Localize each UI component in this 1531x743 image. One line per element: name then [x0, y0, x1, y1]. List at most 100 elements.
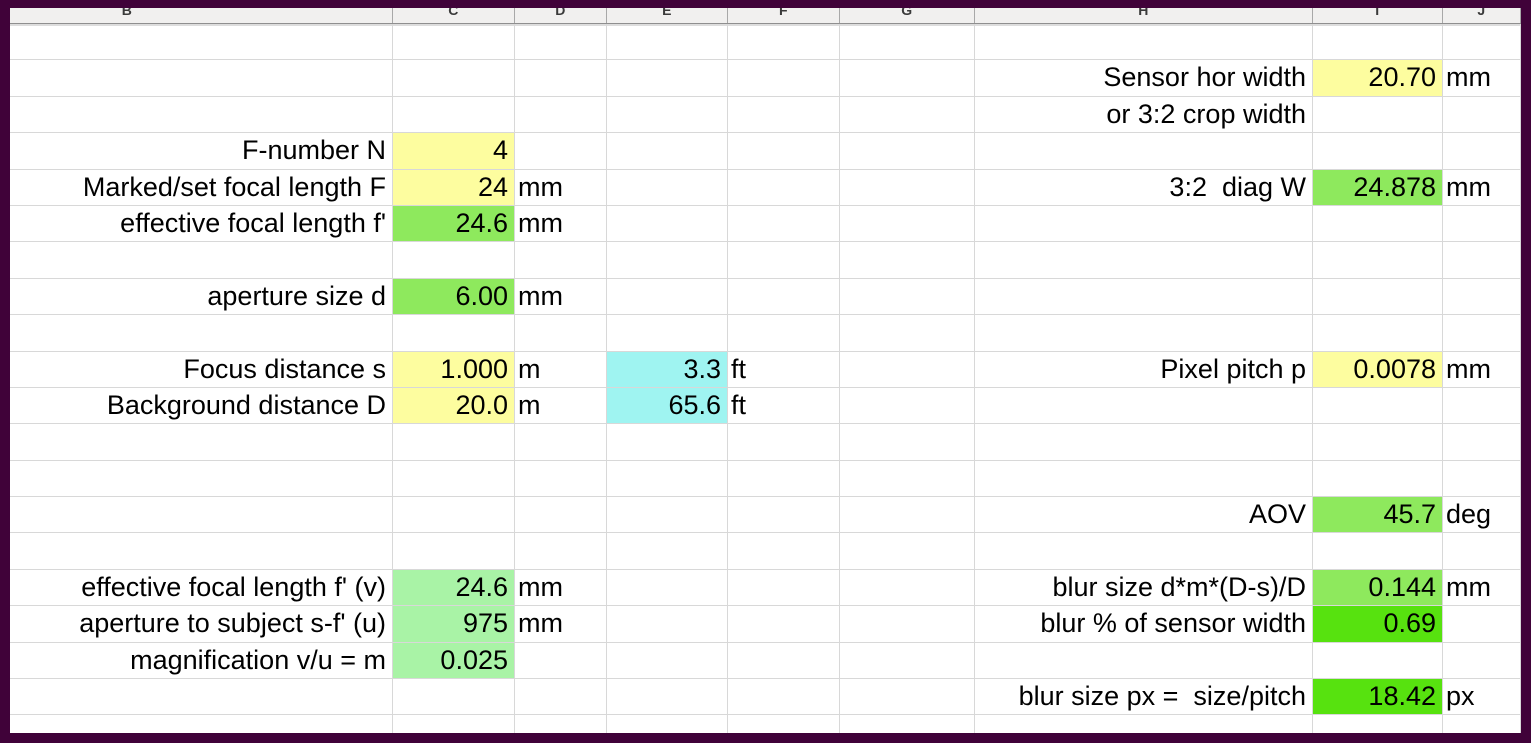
cell-D3[interactable] — [515, 96, 607, 134]
column-header-D[interactable]: D — [515, 8, 607, 23]
cell-E7[interactable] — [607, 242, 728, 279]
cell-J8[interactable] — [1443, 278, 1521, 316]
cell-C3[interactable] — [393, 96, 515, 134]
cell-C19[interactable] — [393, 679, 515, 716]
cell-D9[interactable] — [515, 315, 607, 352]
cell-I13[interactable] — [1313, 460, 1443, 498]
cell-H19[interactable]: blur size px = size/pitch — [975, 679, 1313, 716]
cell-H1[interactable] — [975, 24, 1313, 61]
cell-C14[interactable] — [393, 497, 515, 534]
cell-G16[interactable] — [840, 569, 975, 607]
cell-C6[interactable]: 24.6 — [393, 205, 515, 243]
cell-J14[interactable]: deg — [1443, 497, 1521, 534]
cell-F6[interactable] — [728, 205, 840, 243]
cell-G11[interactable] — [840, 387, 975, 425]
cell-D2[interactable] — [515, 60, 607, 97]
cell-C5[interactable]: 24 — [393, 169, 515, 206]
cell-E15[interactable] — [607, 533, 728, 570]
cell-J10[interactable]: mm — [1443, 351, 1521, 388]
cell-J9[interactable] — [1443, 315, 1521, 352]
cell-I10[interactable]: 0.0078 — [1313, 351, 1443, 388]
cell-H7[interactable] — [975, 242, 1313, 279]
cell-F20[interactable] — [728, 715, 840, 733]
cell-G5[interactable] — [840, 169, 975, 206]
cell-D10[interactable]: m — [515, 351, 607, 388]
cell-F10[interactable]: ft — [728, 351, 840, 388]
cell-E3[interactable] — [607, 96, 728, 134]
cell-I14[interactable]: 45.7 — [1313, 497, 1443, 534]
cell-I17[interactable]: 0.69 — [1313, 606, 1443, 643]
cell-F13[interactable] — [728, 460, 840, 498]
cell-G7[interactable] — [840, 242, 975, 279]
cell-G17[interactable] — [840, 606, 975, 643]
cell-D12[interactable] — [515, 424, 607, 461]
cell-H10[interactable]: Pixel pitch p — [975, 351, 1313, 388]
cell-H2[interactable]: Sensor hor width — [975, 60, 1313, 97]
cell-B1[interactable] — [10, 24, 393, 61]
cell-I19[interactable]: 18.42 — [1313, 679, 1443, 716]
cell-D5[interactable]: mm — [515, 169, 607, 206]
cell-I6[interactable] — [1313, 205, 1443, 243]
cell-D20[interactable] — [515, 715, 607, 733]
cell-B14[interactable] — [10, 497, 393, 534]
cell-G20[interactable] — [840, 715, 975, 733]
cell-D4[interactable] — [515, 133, 607, 170]
cell-C17[interactable]: 975 — [393, 606, 515, 643]
cell-I8[interactable] — [1313, 278, 1443, 316]
cell-B15[interactable] — [10, 533, 393, 570]
cell-J16[interactable]: mm — [1443, 569, 1521, 607]
cell-H4[interactable] — [975, 133, 1313, 170]
column-header-H[interactable]: H — [975, 8, 1313, 23]
cell-D18[interactable] — [515, 642, 607, 680]
cell-E13[interactable] — [607, 460, 728, 498]
cell-G2[interactable] — [840, 60, 975, 97]
cell-C12[interactable] — [393, 424, 515, 461]
cell-J15[interactable] — [1443, 533, 1521, 570]
cell-B2[interactable] — [10, 60, 393, 97]
cell-B3[interactable] — [10, 96, 393, 134]
cell-J20[interactable] — [1443, 715, 1521, 733]
cell-C20[interactable] — [393, 715, 515, 733]
cell-C4[interactable]: 4 — [393, 133, 515, 170]
cell-I7[interactable] — [1313, 242, 1443, 279]
cell-J4[interactable] — [1443, 133, 1521, 170]
cell-C11[interactable]: 20.0 — [393, 387, 515, 425]
cell-G13[interactable] — [840, 460, 975, 498]
cell-E12[interactable] — [607, 424, 728, 461]
cell-H5[interactable]: 3:2 diag W — [975, 169, 1313, 206]
cell-G4[interactable] — [840, 133, 975, 170]
cell-I11[interactable] — [1313, 387, 1443, 425]
cell-C8[interactable]: 6.00 — [393, 278, 515, 316]
cell-B12[interactable] — [10, 424, 393, 461]
cell-J12[interactable] — [1443, 424, 1521, 461]
cell-E19[interactable] — [607, 679, 728, 716]
cell-I12[interactable] — [1313, 424, 1443, 461]
cell-F7[interactable] — [728, 242, 840, 279]
cell-D8[interactable]: mm — [515, 278, 607, 316]
cell-B6[interactable]: effective focal length f' — [10, 205, 393, 243]
cell-H9[interactable] — [975, 315, 1313, 352]
cell-H17[interactable]: blur % of sensor width — [975, 606, 1313, 643]
column-header-G[interactable]: G — [840, 8, 975, 23]
cell-B13[interactable] — [10, 460, 393, 498]
cell-B4[interactable]: F-number N — [10, 133, 393, 170]
cell-G1[interactable] — [840, 24, 975, 61]
cell-G9[interactable] — [840, 315, 975, 352]
cell-F12[interactable] — [728, 424, 840, 461]
column-header-E[interactable]: E — [607, 8, 728, 23]
cell-E4[interactable] — [607, 133, 728, 170]
cell-F19[interactable] — [728, 679, 840, 716]
cell-J6[interactable] — [1443, 205, 1521, 243]
cell-H18[interactable] — [975, 642, 1313, 680]
cell-D13[interactable] — [515, 460, 607, 498]
cell-D7[interactable] — [515, 242, 607, 279]
cell-B7[interactable] — [10, 242, 393, 279]
cell-F5[interactable] — [728, 169, 840, 206]
cell-E20[interactable] — [607, 715, 728, 733]
cell-H12[interactable] — [975, 424, 1313, 461]
cell-D19[interactable] — [515, 679, 607, 716]
cell-B17[interactable]: aperture to subject s-f' (u) — [10, 606, 393, 643]
cell-E18[interactable] — [607, 642, 728, 680]
cell-H8[interactable] — [975, 278, 1313, 316]
cell-E2[interactable] — [607, 60, 728, 97]
